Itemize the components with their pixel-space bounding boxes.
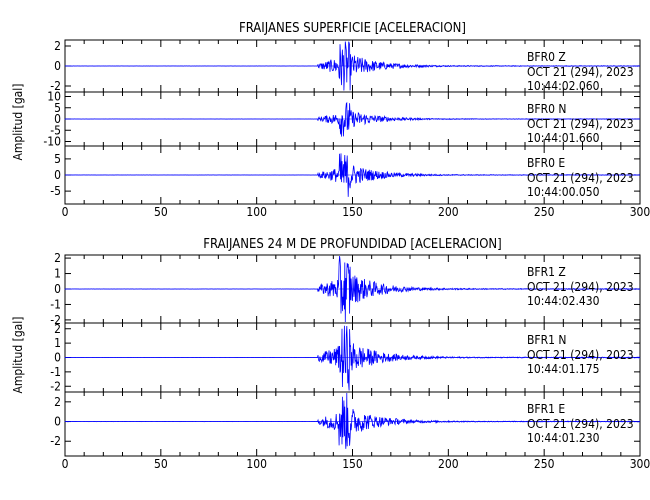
y-tick-label: -1 [50, 365, 61, 379]
time-label: 10:44:01.230 [527, 431, 600, 445]
y-tick-label: -2 [50, 313, 61, 327]
chart-title: FRAIJANES SUPERFICIE [ACELERACION] [239, 21, 466, 36]
y-tick-label: 0 [54, 59, 61, 73]
station-label: BFR1 E [527, 402, 565, 416]
station-label: BFR0 Z [527, 50, 566, 64]
y-axis-label: Amplitud [gal] [11, 316, 25, 393]
date-label: OCT 21 (294), 2023 [527, 280, 634, 294]
chart-title: FRAIJANES 24 M DE PROFUNDIDAD [ACELERACI… [203, 237, 501, 252]
y-tick-label: -5 [50, 123, 61, 137]
y-tick-label: -2 [50, 434, 61, 448]
station-label: BFR1 N [527, 333, 567, 347]
x-tick-label: 0 [62, 205, 69, 219]
y-tick-label: 5 [54, 152, 61, 166]
date-label: OCT 21 (294), 2023 [527, 65, 634, 79]
station-label: BFR1 Z [527, 265, 566, 279]
y-tick-label: 5 [54, 101, 61, 115]
x-tick-label: 250 [534, 457, 555, 471]
y-tick-label: 0 [54, 112, 61, 126]
x-tick-label: 200 [438, 457, 459, 471]
y-tick-label: 2 [54, 395, 61, 409]
y-tick-label: 0 [54, 168, 61, 182]
x-tick-label: 150 [342, 457, 363, 471]
time-label: 10:44:02.430 [527, 294, 600, 308]
y-tick-label: 2 [54, 322, 61, 336]
y-tick-label: 0 [54, 415, 61, 429]
time-label: 10:44:01.175 [527, 362, 600, 376]
y-tick-label: 1 [54, 336, 61, 350]
y-tick-label: -2 [50, 379, 61, 393]
y-tick-label: -10 [43, 135, 61, 149]
date-label: OCT 21 (294), 2023 [527, 417, 634, 431]
y-tick-label: 1 [54, 267, 61, 281]
x-tick-label: 250 [534, 205, 555, 219]
station-label: BFR0 E [527, 156, 565, 170]
y-tick-label: -1 [50, 297, 61, 311]
station-label: BFR0 N [527, 102, 567, 116]
y-axis-label: Amplitud [gal] [11, 83, 25, 160]
x-tick-label: 0 [62, 457, 69, 471]
y-tick-label: -5 [50, 184, 61, 198]
y-tick-label: 2 [54, 251, 61, 265]
x-tick-label: 150 [342, 205, 363, 219]
date-label: OCT 21 (294), 2023 [527, 348, 634, 362]
y-tick-label: 0 [54, 282, 61, 296]
time-label: 10:44:01.660 [527, 131, 600, 145]
y-tick-label: 2 [54, 39, 61, 53]
x-tick-label: 300 [630, 205, 650, 219]
x-tick-label: 50 [154, 205, 168, 219]
x-tick-label: 50 [154, 457, 168, 471]
date-label: OCT 21 (294), 2023 [527, 171, 634, 185]
x-tick-label: 100 [246, 205, 267, 219]
x-tick-label: 300 [630, 457, 650, 471]
y-tick-label: 0 [54, 351, 61, 365]
y-tick-label: -2 [50, 79, 61, 93]
y-tick-label: 10 [47, 90, 61, 104]
time-label: 10:44:02.060 [527, 79, 600, 93]
x-tick-label: 200 [438, 205, 459, 219]
date-label: OCT 21 (294), 2023 [527, 117, 634, 131]
time-label: 10:44:00.050 [527, 185, 600, 199]
x-tick-label: 100 [246, 457, 267, 471]
